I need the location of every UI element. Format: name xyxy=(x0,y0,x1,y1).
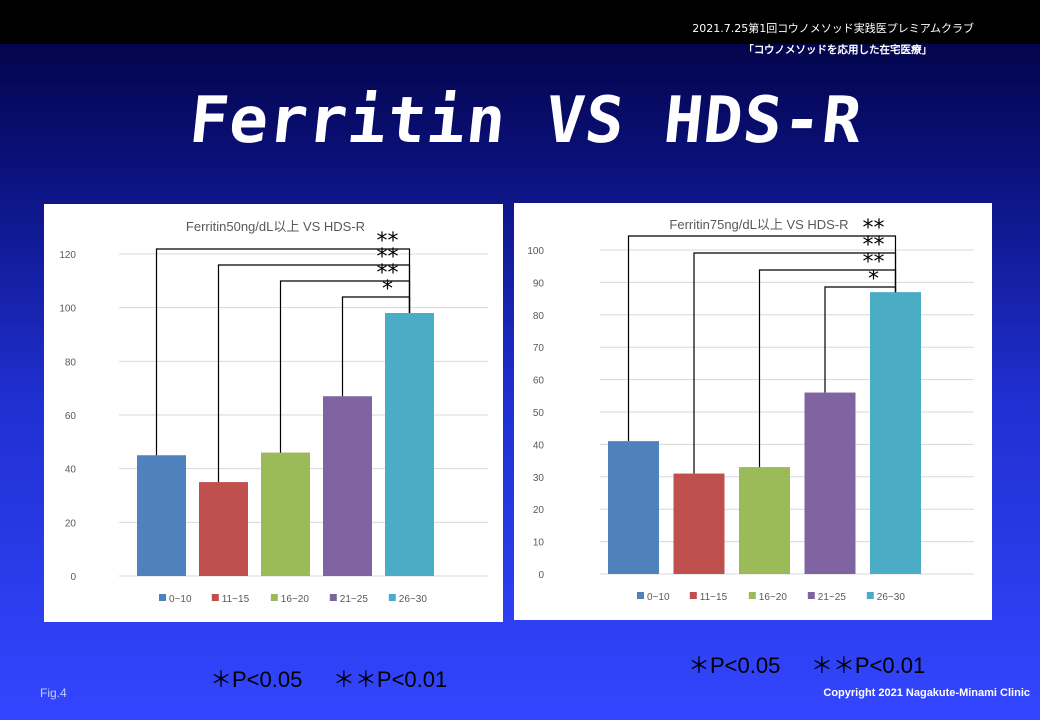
bar xyxy=(137,455,186,576)
y-tick-label: 10 xyxy=(533,538,545,549)
legend-label: 21~25 xyxy=(340,594,369,605)
y-tick-label: 100 xyxy=(59,304,76,315)
bar xyxy=(261,452,310,576)
significance-bracket xyxy=(341,296,411,397)
y-tick-label: 50 xyxy=(533,408,545,419)
bar xyxy=(804,392,856,574)
y-tick-label: 90 xyxy=(533,278,545,289)
bar xyxy=(385,313,434,576)
bar xyxy=(673,473,725,574)
significance-mark: ** xyxy=(377,229,399,254)
bar xyxy=(199,482,248,576)
significance-bracket xyxy=(824,286,897,393)
significance-legend-right: ＊P<0.05 ＊＊P<0.01 xyxy=(688,653,926,678)
figure-number: Fig.4 xyxy=(40,686,67,700)
significance-bracket xyxy=(693,252,897,474)
chart-title: Ferritin50ng/dL以上 VS HDS-R xyxy=(186,219,365,234)
significance-mark: * xyxy=(868,267,879,292)
bar xyxy=(739,467,790,574)
chart-panel-ferritin75: Ferritin75ng/dL以上 VS HDS-R 0 10 20 30 40 50 60 7… xyxy=(514,203,992,620)
legend-label: 0~10 xyxy=(647,592,670,603)
legend-label: 16~20 xyxy=(759,592,788,603)
bar xyxy=(608,441,659,574)
top-bar xyxy=(0,0,1040,44)
legend-label: 26~30 xyxy=(877,592,906,603)
y-tick-label: 120 xyxy=(59,250,76,261)
legend-swatch xyxy=(159,594,166,601)
legend-swatch xyxy=(689,592,697,599)
significance-mark: ** xyxy=(863,216,885,241)
legend-label: 11~15 xyxy=(700,592,728,603)
y-tick-label: 30 xyxy=(533,473,545,484)
legend-swatch xyxy=(748,592,756,599)
legend-swatch xyxy=(211,594,219,601)
y-tick-label: 40 xyxy=(65,465,77,476)
chart-title: Ferritin75ng/dL以上 VS HDS-R xyxy=(669,217,848,232)
y-tick-label: 80 xyxy=(533,311,545,322)
event-header: 2021.7.25第1回コウノメソッド実践医プレミアムクラブ xyxy=(692,22,974,35)
y-tick-label: 60 xyxy=(65,411,77,422)
slide-title: Ferritin VS HDS-R xyxy=(186,84,866,158)
chart-panel-ferritin50: Ferritin50ng/dL以上 VS HDS-R 0 20 40 60 80 100 12… xyxy=(44,204,503,622)
significance-mark: ** xyxy=(377,261,399,286)
legend-label: 26~30 xyxy=(399,594,428,605)
significance-mark: * xyxy=(382,277,393,302)
legend-swatch xyxy=(637,592,644,599)
y-tick-label: 40 xyxy=(533,440,545,451)
legend-swatch xyxy=(807,592,815,599)
y-tick-label: 100 xyxy=(527,246,544,257)
legend-swatch xyxy=(866,592,874,599)
legend-label: 21~25 xyxy=(818,592,847,603)
legend-label: 11~15 xyxy=(222,594,250,605)
y-tick-label: 60 xyxy=(533,376,545,387)
y-tick-label: 80 xyxy=(65,357,77,368)
event-subtitle: 「コウノメソッドを応用した在宅医療」 xyxy=(743,44,932,56)
bar xyxy=(870,292,921,574)
significance-bracket xyxy=(758,269,897,468)
y-tick-label: 20 xyxy=(533,505,545,516)
chart-ferritin75: Ferritin75ng/dL以上 VS HDS-R 0 10 20 30 40 50 60 7… xyxy=(527,216,974,603)
y-tick-label: 0 xyxy=(70,572,76,583)
legend-label: 16~20 xyxy=(281,594,310,605)
significance-mark: ** xyxy=(377,245,399,270)
significance-mark: ** xyxy=(863,233,885,258)
y-tick-label: 0 xyxy=(538,570,544,581)
chart-ferritin50: Ferritin50ng/dL以上 VS HDS-R 0 20 40 60 80 100 12… xyxy=(59,219,488,605)
legend-swatch xyxy=(388,594,396,601)
legend-swatch xyxy=(329,594,337,601)
copyright: Copyright 2021 Nagakute-Minami Clinic xyxy=(823,687,1030,699)
y-tick-label: 20 xyxy=(65,518,77,529)
legend-swatch xyxy=(270,594,278,601)
legend-label: 0~10 xyxy=(169,594,192,605)
significance-mark: ** xyxy=(863,250,885,275)
y-tick-label: 70 xyxy=(533,343,545,354)
bar xyxy=(323,396,372,576)
significance-legend-left: ＊P<0.05 ＊＊P<0.01 xyxy=(210,667,448,692)
